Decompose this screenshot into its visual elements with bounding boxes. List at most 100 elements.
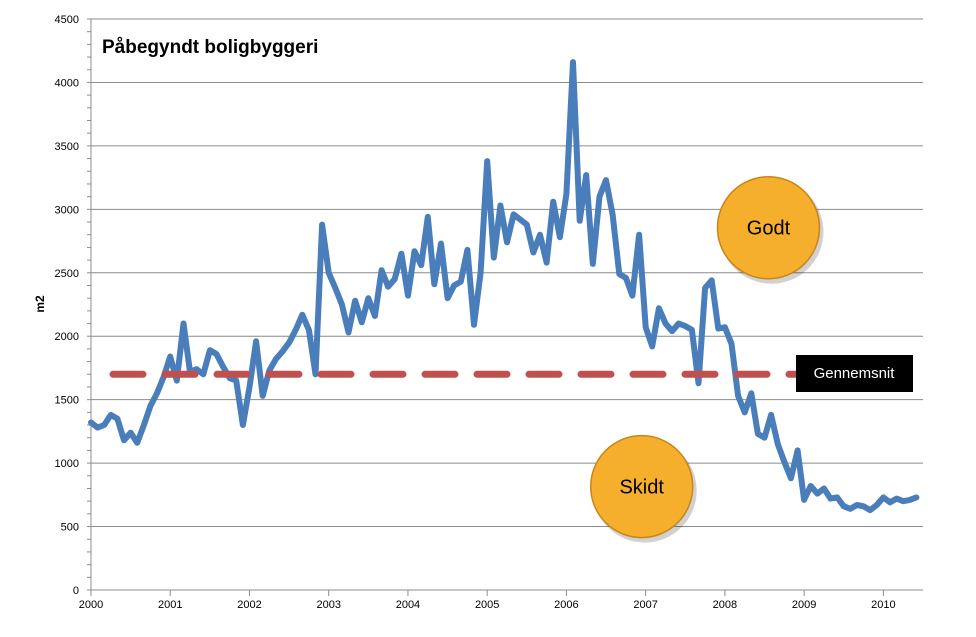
data-point — [434, 284, 435, 285]
data-point — [209, 350, 210, 351]
x-tick-labels: 2000 2001 2002 2003 2004 2005 2006 2007 2008 2009… — [79, 599, 896, 611]
data-point — [282, 351, 283, 352]
data-point — [493, 257, 494, 258]
data-point — [718, 328, 719, 329]
data-point — [170, 356, 171, 357]
data-point — [876, 505, 877, 506]
data-point — [559, 237, 560, 238]
data-point — [810, 486, 811, 487]
data-point — [857, 505, 858, 506]
data-point — [837, 497, 838, 498]
data-point — [242, 425, 243, 426]
data-point — [137, 442, 138, 443]
data-point — [236, 380, 237, 381]
data-point — [308, 329, 309, 330]
data-point — [441, 243, 442, 244]
data-point — [843, 506, 844, 507]
y-tick-label: 1000 — [55, 458, 79, 470]
x-tick-label: 2006 — [554, 599, 578, 611]
data-point — [183, 323, 184, 324]
data-point — [513, 214, 514, 215]
data-point — [652, 346, 653, 347]
y-tick-label: 4000 — [55, 77, 79, 89]
data-point — [315, 374, 316, 375]
data-point — [150, 406, 151, 407]
annotation-label: Skidt — [619, 477, 664, 499]
data-point — [678, 323, 679, 324]
x-tick-label: 2004 — [396, 599, 420, 611]
data-point — [467, 249, 468, 250]
data-point — [777, 444, 778, 445]
annotation-circle — [716, 175, 821, 280]
annotation-group: Godt Skidt — [589, 175, 824, 543]
data-point — [738, 395, 739, 396]
data-point — [381, 270, 382, 271]
data-point — [302, 314, 303, 315]
data-point — [850, 508, 851, 509]
chart-title: Påbegyndt boligbyggeri — [102, 37, 318, 58]
data-point — [414, 251, 415, 252]
data-point — [771, 414, 772, 415]
data-point — [757, 433, 758, 434]
data-point — [275, 359, 276, 360]
data-point — [566, 194, 567, 195]
data-point — [625, 277, 626, 278]
x-tick-label: 2007 — [633, 599, 657, 611]
data-point — [480, 272, 481, 273]
data-point — [665, 323, 666, 324]
data-point — [672, 331, 673, 332]
data-point — [460, 281, 461, 282]
x-tick-label: 2001 — [158, 599, 182, 611]
reference-label-box — [796, 355, 913, 392]
data-point — [909, 499, 910, 500]
data-point — [401, 253, 402, 254]
data-point — [797, 450, 798, 451]
annotation-circle — [589, 434, 694, 539]
data-point — [421, 265, 422, 266]
data-point — [289, 342, 290, 343]
data-point — [685, 326, 686, 327]
data-point — [645, 327, 646, 328]
x-tick-label: 2010 — [871, 599, 895, 611]
data-point — [427, 216, 428, 217]
data-point — [104, 425, 105, 426]
data-point — [612, 214, 613, 215]
data-point — [870, 510, 871, 511]
reference-label: Gennemsnit — [814, 365, 896, 382]
y-tick-label: 3500 — [55, 141, 79, 153]
data-point — [784, 461, 785, 462]
x-tick-label: 2003 — [316, 599, 340, 611]
data-point — [124, 440, 125, 441]
y-tick-label: 3000 — [55, 204, 79, 216]
data-point — [540, 234, 541, 235]
data-point — [711, 280, 712, 281]
data-point — [487, 161, 488, 162]
data-point — [322, 224, 323, 225]
data-point — [91, 422, 92, 423]
data-point — [348, 332, 349, 333]
data-point — [341, 304, 342, 305]
data-point — [110, 414, 111, 415]
data-point — [896, 498, 897, 499]
y-tick-label: 500 — [61, 522, 79, 534]
data-point — [500, 205, 501, 206]
data-point — [328, 272, 329, 273]
data-point — [203, 374, 204, 375]
data-point — [883, 497, 884, 498]
data-point — [394, 279, 395, 280]
data-point — [196, 369, 197, 370]
data-point — [903, 501, 904, 502]
data-point — [533, 252, 534, 253]
data-point — [916, 497, 917, 498]
x-tick-label: 2008 — [713, 599, 737, 611]
x-tick-label: 2002 — [237, 599, 261, 611]
data-point — [619, 274, 620, 275]
data-point — [507, 242, 508, 243]
data-point — [553, 201, 554, 202]
data-point — [639, 234, 640, 235]
data-point — [573, 62, 574, 63]
data-point — [361, 322, 362, 323]
data-point — [606, 180, 607, 181]
y-tick-labels: 0 500 1000 1500 2000 2500 3000 3500 4000 4500 — [55, 14, 79, 597]
y-tick-label: 1500 — [55, 395, 79, 407]
